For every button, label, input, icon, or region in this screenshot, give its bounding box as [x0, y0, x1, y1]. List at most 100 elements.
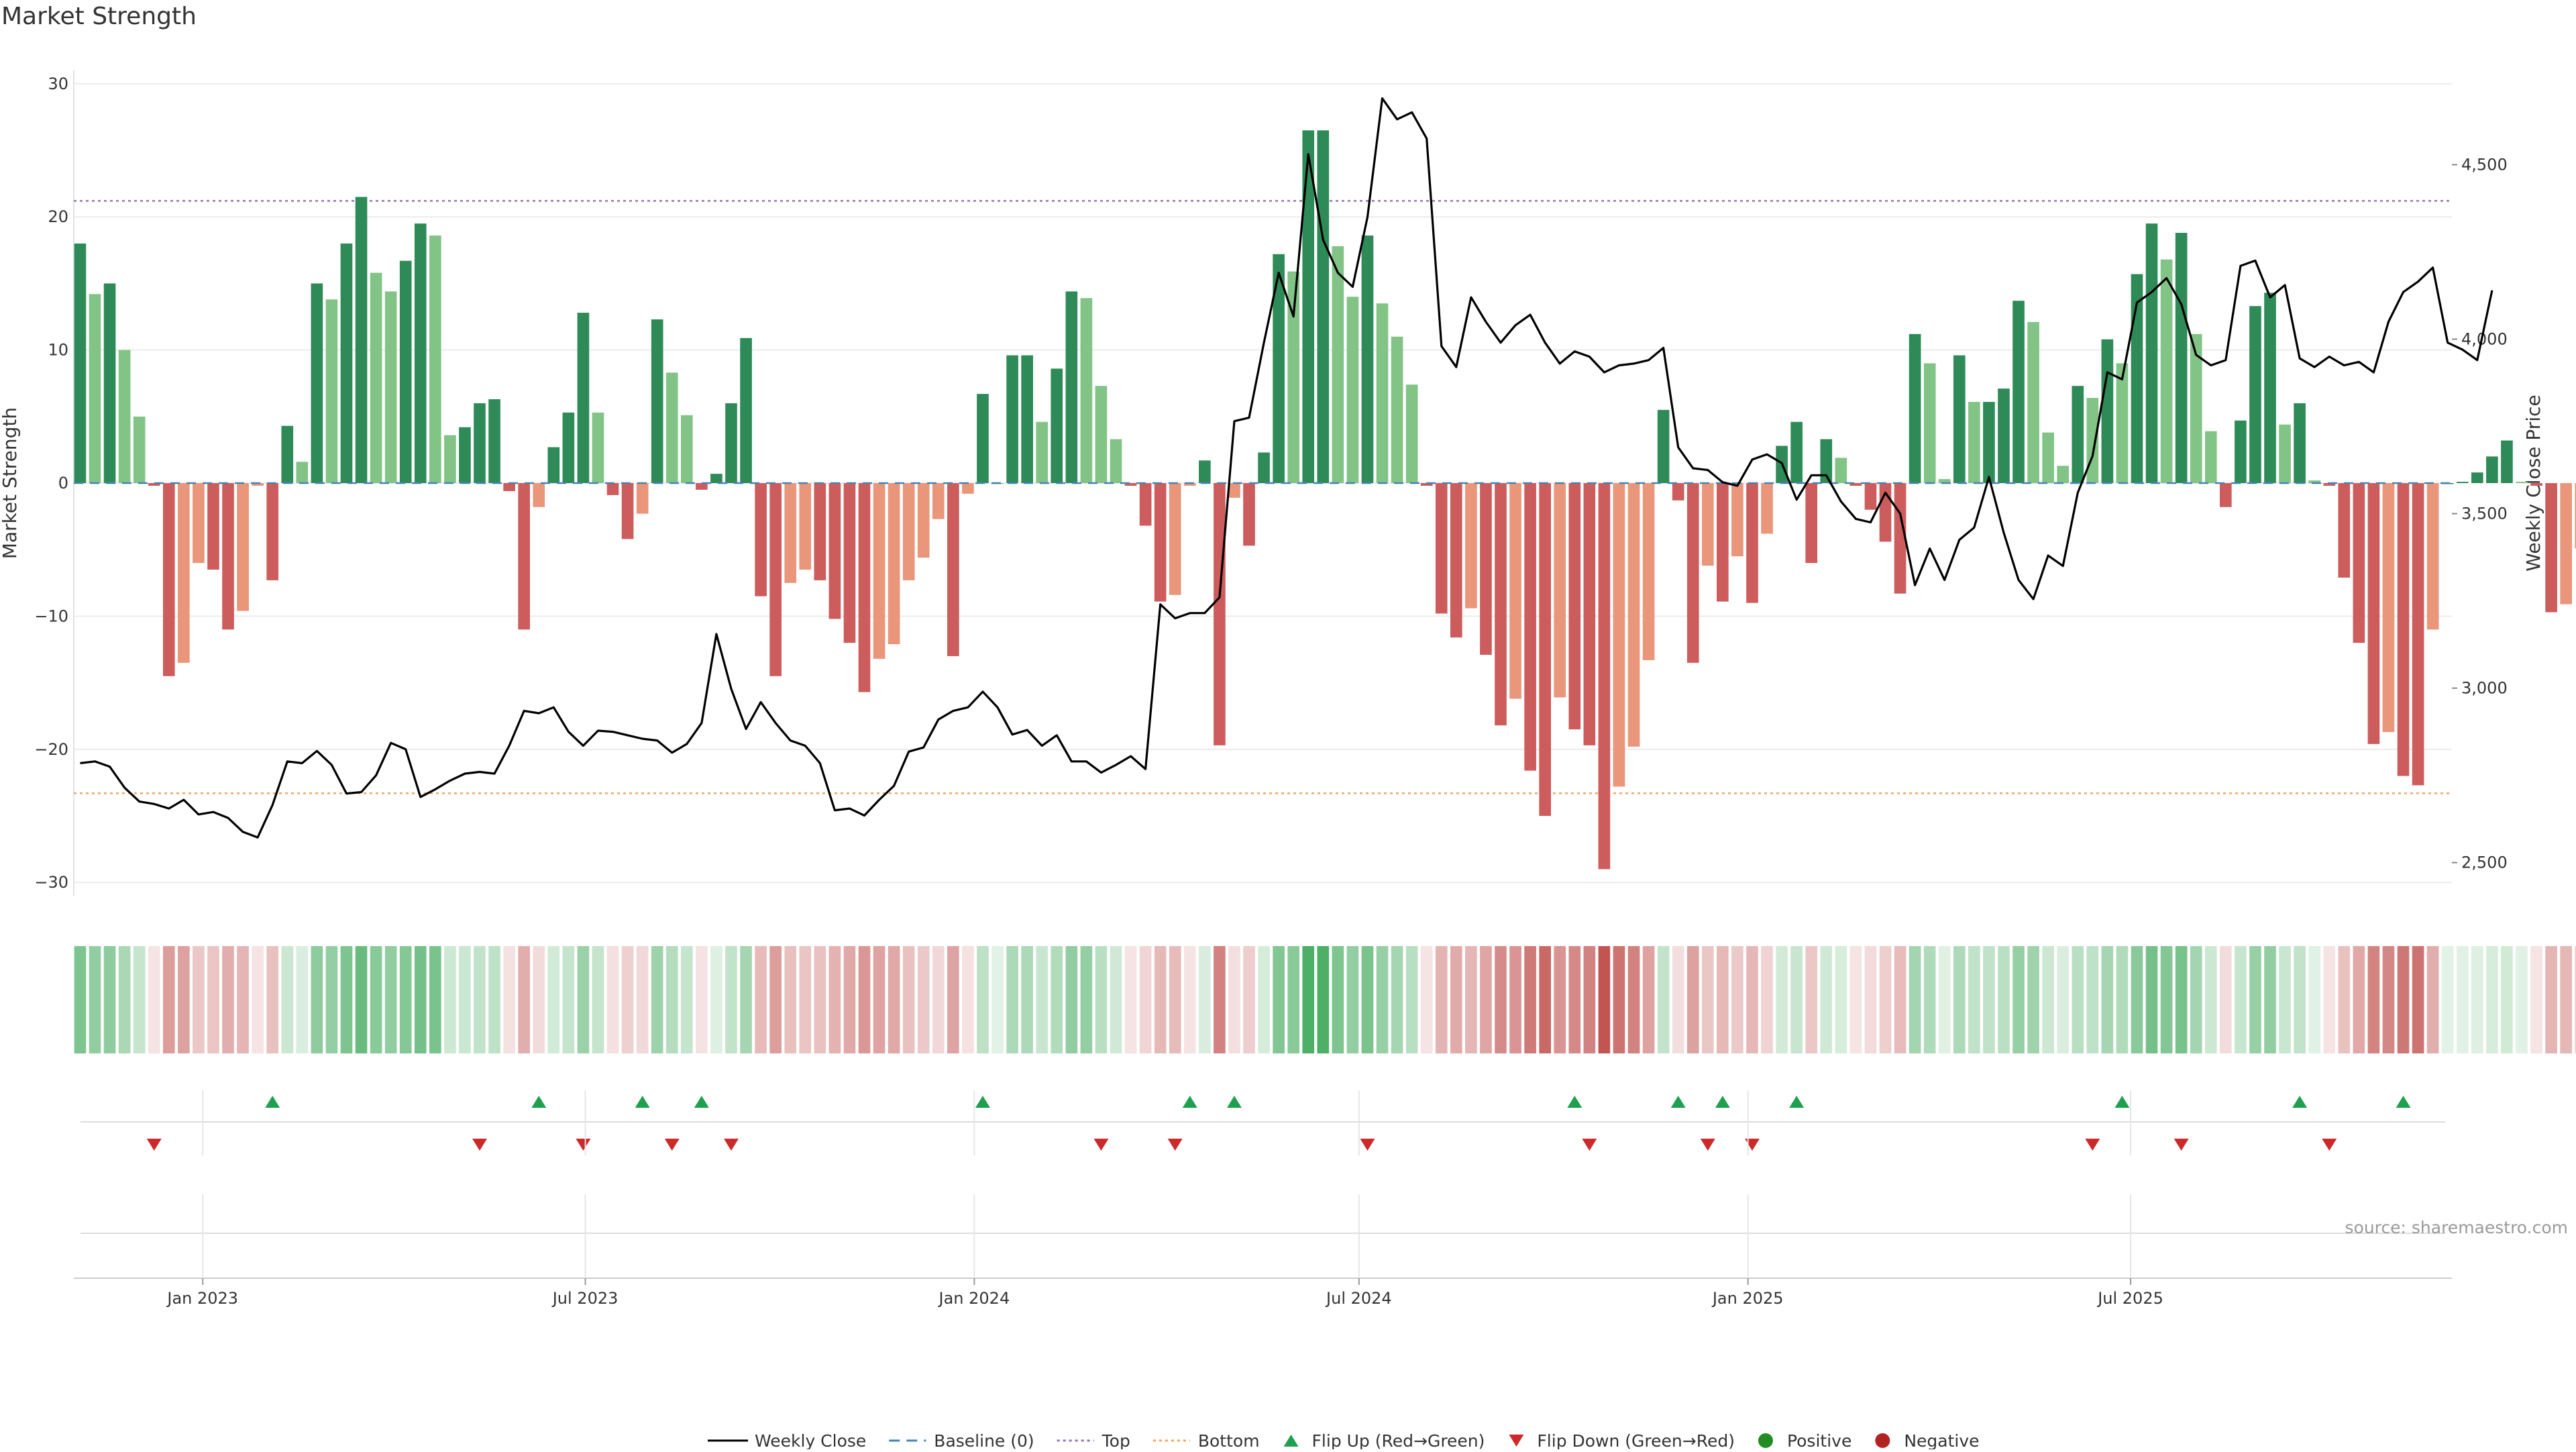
flip-down-marker	[1360, 1139, 1375, 1151]
heat-strip-cell	[917, 946, 930, 1053]
heat-strip-cell	[2382, 946, 2395, 1053]
heat-strip-cell	[2279, 946, 2291, 1053]
strength-bar	[665, 372, 678, 483]
strength-bar	[2131, 274, 2143, 483]
heat-strip-cell	[784, 946, 797, 1053]
strength-bar	[2220, 483, 2232, 507]
heat-strip-cell	[162, 946, 175, 1053]
heat-strip-cell	[1199, 946, 1211, 1053]
heat-strip-cell	[148, 946, 160, 1053]
x-tick-label: Jan 2023	[166, 1289, 238, 1308]
strength-bar	[1583, 483, 1596, 745]
strength-bar	[2072, 386, 2084, 483]
strength-bar	[518, 483, 531, 630]
heat-strip-cell	[1953, 946, 1966, 1053]
heat-strip-cell	[1183, 946, 1196, 1053]
strength-bar	[1287, 271, 1300, 483]
flip-down-marker	[664, 1139, 680, 1151]
heat-strip-cell	[1095, 946, 1108, 1053]
strength-bar	[459, 427, 471, 483]
y-tick-label: 30	[48, 74, 68, 93]
strength-bar	[252, 483, 264, 486]
strength-bar	[2012, 301, 2025, 483]
strength-bar	[2426, 483, 2439, 630]
flip-down-marker	[723, 1139, 739, 1151]
strength-bar	[2249, 306, 2261, 483]
heat-strip-cell	[444, 946, 456, 1053]
heat-strip-cell	[237, 946, 249, 1053]
heat-strip-cell	[2027, 946, 2039, 1053]
heat-strip-cell	[311, 946, 323, 1053]
strength-bar	[2086, 398, 2099, 483]
heat-strip-cell	[2145, 946, 2158, 1053]
heat-strip-cell	[1391, 946, 1403, 1053]
strength-bar	[488, 399, 500, 483]
strength-bar	[710, 474, 722, 483]
strength-bar	[606, 483, 619, 495]
heat-strip-cell	[1820, 946, 1833, 1053]
legend-positive-icon	[1758, 1433, 1773, 1448]
heat-strip-cell	[2501, 946, 2513, 1053]
x-tick-label: Jul 2024	[1325, 1289, 1392, 1308]
strength-bar	[1998, 388, 2010, 483]
heat-strip-cell	[1124, 946, 1137, 1053]
flip-down-marker	[1093, 1139, 1109, 1151]
strength-bar	[2516, 482, 2528, 483]
heat-strip-cell	[1790, 946, 1803, 1053]
heat-strip-cell	[977, 946, 989, 1053]
y2-tick-label: 3,000	[2461, 679, 2508, 698]
heat-strip-cell	[2486, 946, 2498, 1053]
flip-up-marker	[1715, 1096, 1730, 1108]
strength-bar	[888, 483, 900, 645]
strength-bar	[296, 462, 309, 483]
heat-strip-cell	[1509, 946, 1521, 1053]
strength-bar	[2042, 432, 2054, 483]
strength-bar	[118, 350, 131, 483]
heat-strip-cell	[1776, 946, 1788, 1053]
legend-flip-up-label: Flip Up (Red→Green)	[1312, 1431, 1485, 1449]
heat-strip-cell	[2086, 946, 2099, 1053]
heat-strip-cell	[1568, 946, 1581, 1053]
heat-strip-cell	[1849, 946, 1862, 1053]
strength-bar	[1835, 458, 1847, 483]
heat-strip-cell	[2249, 946, 2261, 1053]
heat-strip-cell	[1627, 946, 1640, 1053]
heat-strip-cell	[1080, 946, 1093, 1053]
heat-strip-cell	[1273, 946, 1285, 1053]
heat-strip-cell	[2160, 946, 2173, 1053]
heat-strip-cell	[2294, 946, 2306, 1053]
strength-bar	[2190, 333, 2202, 483]
heat-strip-cell	[2131, 946, 2143, 1053]
heat-strip-cell	[799, 946, 812, 1053]
strength-bar	[1746, 483, 1758, 603]
heat-strip-cell	[1686, 946, 1699, 1053]
heat-strip-cell	[1761, 946, 1773, 1053]
strength-bar	[2116, 363, 2129, 483]
strength-bar	[1124, 483, 1137, 486]
y-tick-label: −30	[34, 873, 68, 892]
legend-bottom-label: Bottom	[1198, 1431, 1260, 1449]
flip-down-marker	[472, 1139, 488, 1151]
heat-strip-cell	[1346, 946, 1359, 1053]
legend-flip-up-icon	[1283, 1435, 1299, 1447]
strength-bar	[2027, 321, 2039, 483]
heat-strip-cell	[932, 946, 945, 1053]
y2-tick-label: 3,500	[2461, 505, 2508, 523]
heat-strip-cell	[621, 946, 634, 1053]
strength-bar	[917, 483, 930, 558]
strength-bar	[784, 483, 797, 583]
strength-bar	[577, 313, 590, 483]
strength-bar	[1095, 386, 1108, 483]
strength-bar	[1731, 483, 1743, 557]
heat-strip-cell	[2441, 946, 2454, 1053]
strength-bar	[680, 415, 693, 483]
heat-strip-cell	[2072, 946, 2084, 1053]
heat-strip-cell	[1332, 946, 1344, 1053]
y2-tick-label: 2,500	[2461, 853, 2508, 872]
y2-tick-label: 4,500	[2461, 155, 2508, 174]
strength-bar	[2264, 293, 2276, 483]
heat-strip-cell	[384, 946, 397, 1053]
strength-bar	[2560, 483, 2572, 605]
